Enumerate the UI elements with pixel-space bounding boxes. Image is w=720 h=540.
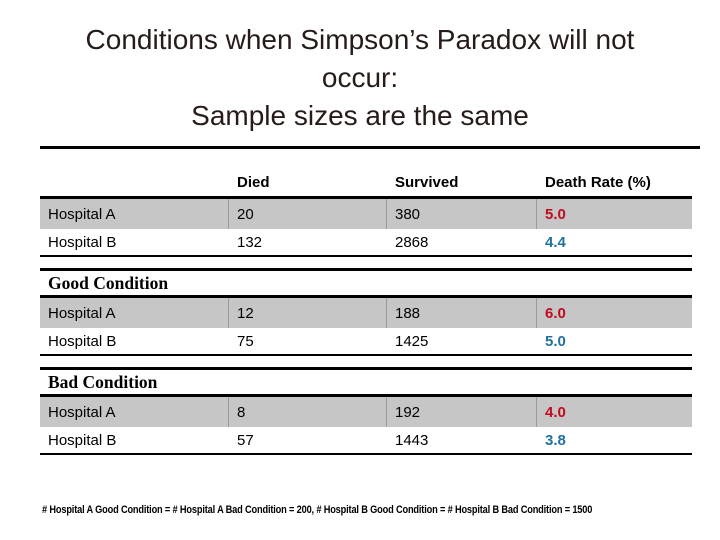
- title-line-2: occur:: [321, 62, 399, 93]
- row-label: Hospital A: [48, 205, 116, 223]
- section-gap: [40, 356, 692, 367]
- footnote: # Hospital A Good Condition = # Hospital…: [42, 504, 593, 516]
- died-value: 20: [228, 199, 386, 229]
- row-label: Hospital B: [48, 233, 117, 251]
- column-header-survived: Survived: [395, 174, 459, 191]
- survived-value: 380: [386, 199, 536, 229]
- section-label-good-condition: Good Condition: [40, 271, 692, 298]
- death-rate-value: 5.0: [545, 332, 566, 350]
- title-line-3: Sample sizes are the same: [191, 100, 529, 131]
- title-underline-rule: [40, 146, 700, 149]
- row-label: Hospital A: [48, 403, 116, 421]
- died-value: 12: [228, 298, 386, 328]
- row-label: Hospital B: [48, 332, 117, 350]
- table-row-hospital-b: Hospital B 132 2868 4.4: [40, 229, 692, 257]
- survived-value: 2868: [395, 233, 429, 251]
- death-rate-value: 5.0: [536, 199, 692, 229]
- survived-value: 1443: [395, 431, 429, 449]
- table-row-hospital-b: Hospital B 75 1425 5.0: [40, 328, 692, 356]
- table-row-hospital-b: Hospital B 57 1443 3.8: [40, 427, 692, 455]
- title-line-1: Conditions when Simpson’s Paradox will n…: [85, 24, 635, 55]
- column-header-blank: [40, 167, 228, 196]
- death-rate-value: 4.4: [545, 233, 566, 251]
- survived-value: 1425: [395, 332, 429, 350]
- section-gap: [40, 257, 692, 268]
- table-section-overall: Hospital A 20 380 5.0 Hospital B 132 286…: [40, 199, 692, 257]
- survived-value: 192: [386, 397, 536, 427]
- column-header-death-rate: Death Rate (%): [545, 174, 651, 191]
- death-rate-value: 4.0: [536, 397, 692, 427]
- data-table: Died Survived Death Rate (%) Hospital A …: [40, 167, 692, 455]
- slide-title: Conditions when Simpson’s Paradox will n…: [0, 0, 720, 135]
- column-header-died: Died: [237, 174, 270, 191]
- section-label-bad-condition: Bad Condition: [40, 370, 692, 397]
- table-row-hospital-a: Hospital A 8 192 4.0: [40, 397, 692, 427]
- survived-value: 188: [386, 298, 536, 328]
- row-label: Hospital A: [48, 304, 116, 322]
- table-section-good-condition: Good Condition Hospital A 12 188 6.0 Hos…: [40, 268, 692, 356]
- table-row-hospital-a: Hospital A 12 188 6.0: [40, 298, 692, 328]
- died-value: 75: [237, 332, 254, 350]
- table-row-hospital-a: Hospital A 20 380 5.0: [40, 199, 692, 229]
- died-value: 8: [228, 397, 386, 427]
- table-section-bad-condition: Bad Condition Hospital A 8 192 4.0 Hospi…: [40, 367, 692, 455]
- died-value: 132: [237, 233, 263, 251]
- table-header-row: Died Survived Death Rate (%): [40, 167, 692, 199]
- death-rate-value: 3.8: [545, 431, 566, 449]
- death-rate-value: 6.0: [536, 298, 692, 328]
- row-label: Hospital B: [48, 431, 117, 449]
- died-value: 57: [237, 431, 254, 449]
